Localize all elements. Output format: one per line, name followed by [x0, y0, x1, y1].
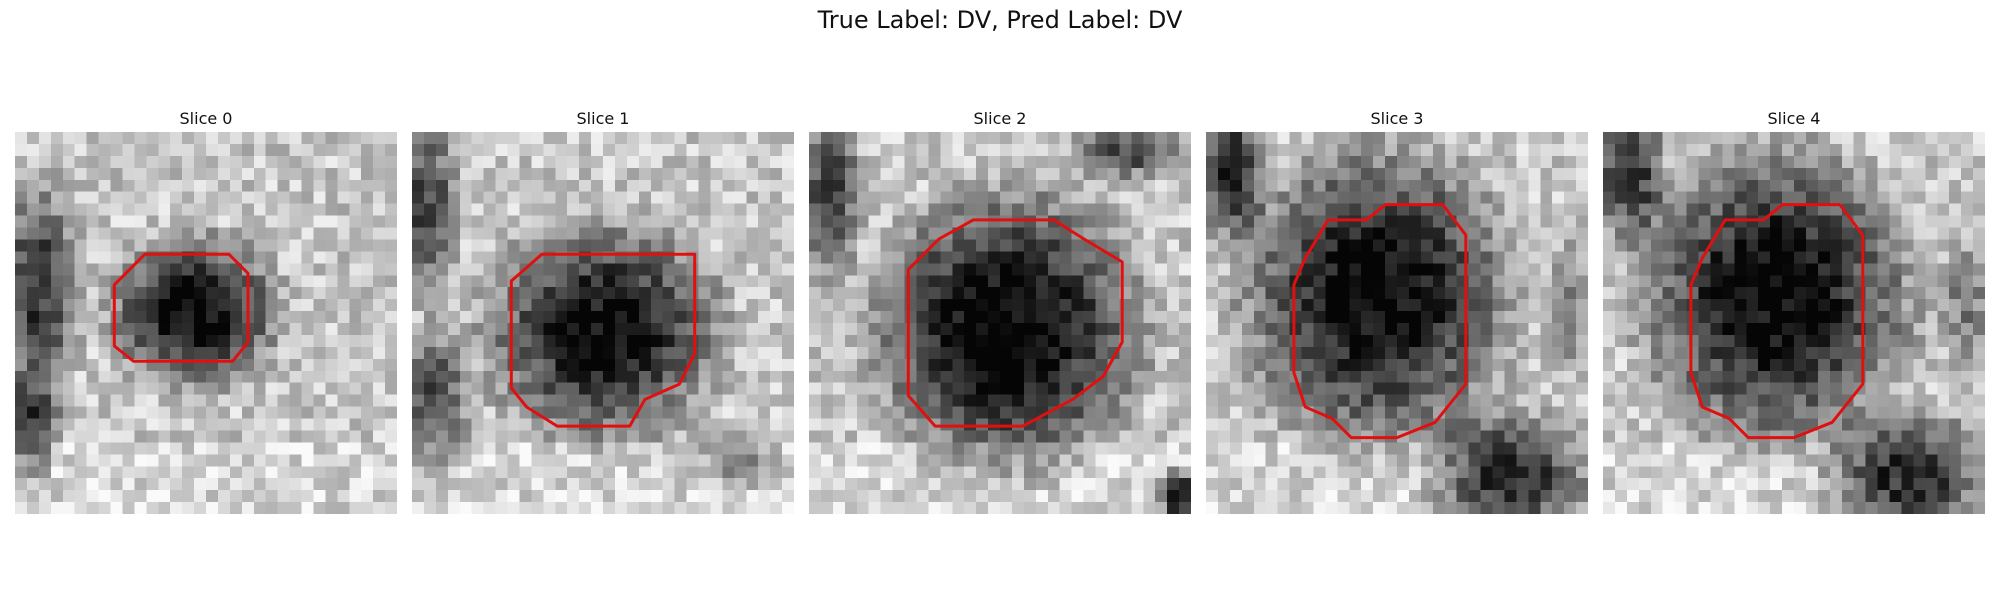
pixel-grid [412, 132, 794, 514]
pixel-grid [1603, 132, 1985, 514]
slice-title: Slice 1 [576, 109, 630, 128]
slice-title: Slice 4 [1767, 109, 1821, 128]
slice-title: Slice 3 [1370, 109, 1424, 128]
pixel-grid [15, 132, 397, 514]
slice-panel-4: Slice 4 [1603, 106, 1985, 514]
slice-title: Slice 0 [179, 109, 233, 128]
pixel-grid [1206, 132, 1588, 514]
figure-title: True Label: DV, Pred Label: DV [817, 6, 1183, 34]
slice-title: Slice 2 [973, 109, 1027, 128]
slice-image [412, 132, 794, 514]
segmentation-outline [1292, 203, 1468, 440]
slice-panel-3: Slice 3 [1206, 106, 1588, 514]
slice-image [1206, 132, 1588, 514]
segmentation-outline [906, 218, 1124, 428]
slice-panel-2: Slice 2 [809, 106, 1191, 514]
slice-panel-0: Slice 0 [15, 106, 397, 514]
slice-image [809, 132, 1191, 514]
segmentation-outline [1689, 203, 1865, 440]
segmentation-outline [112, 252, 250, 363]
slice-panel-1: Slice 1 [412, 106, 794, 514]
slice-image [15, 132, 397, 514]
pixel-grid [809, 132, 1191, 514]
slice-image [1603, 132, 1985, 514]
segmentation-outline [509, 252, 697, 428]
